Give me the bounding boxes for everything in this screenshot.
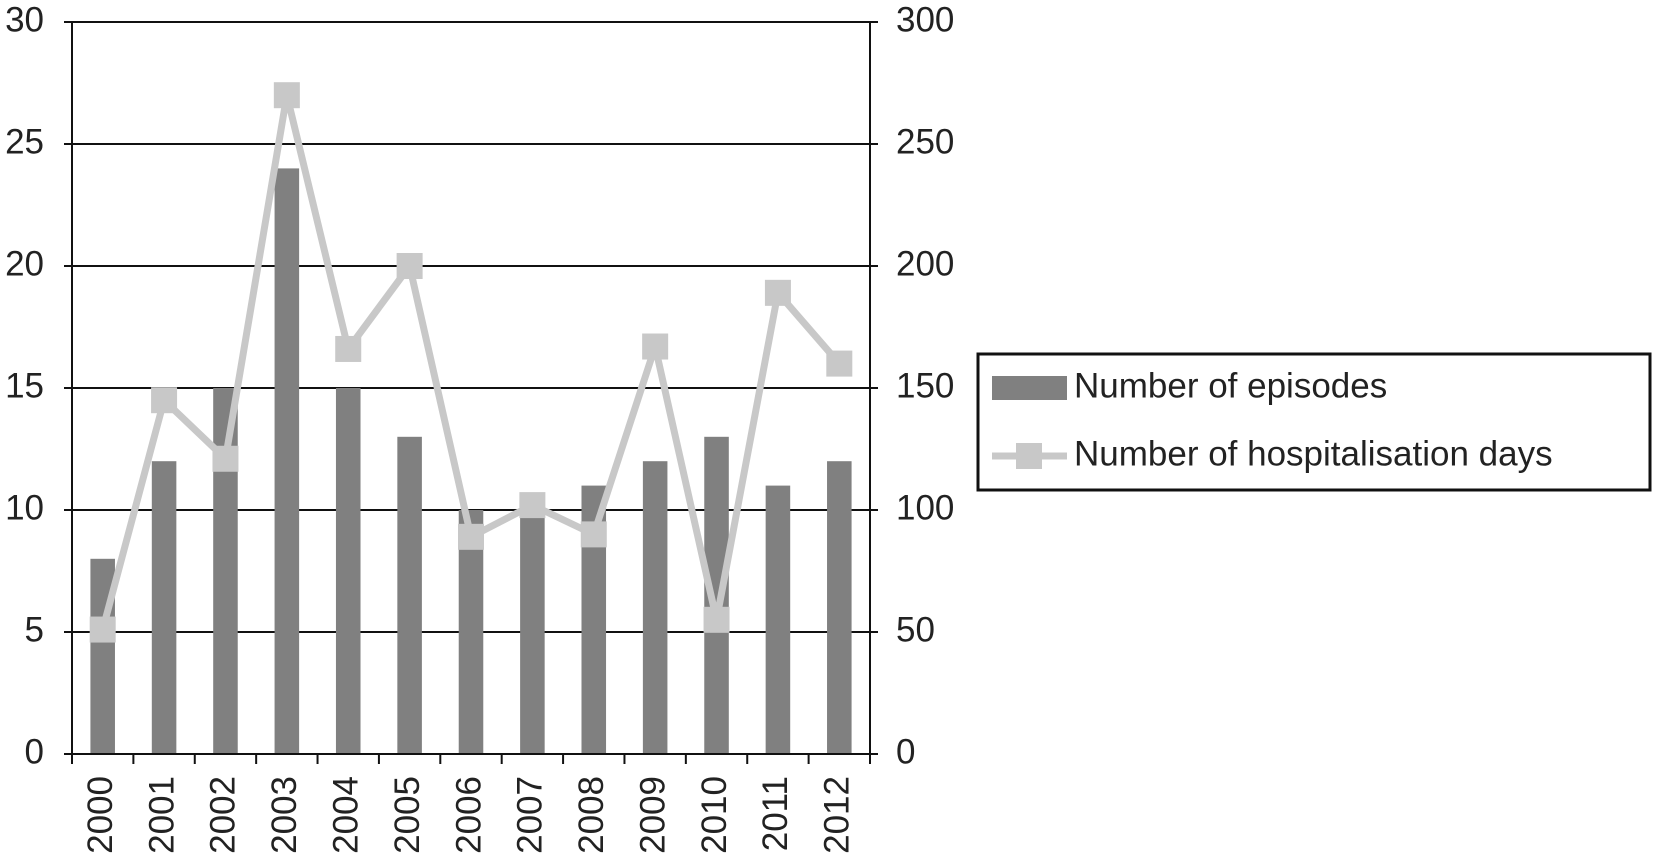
y-tick-label: 15 [5,366,44,405]
bar [458,510,484,754]
marker [212,445,239,472]
bar [642,461,668,754]
x-tick-label: 2005 [388,776,427,854]
bar [520,510,545,754]
y2-tick-label: 200 [896,244,954,283]
x-tick-label: 2010 [695,776,734,854]
marker [826,350,853,377]
marker [335,335,362,362]
y-tick-label: 25 [5,122,44,161]
marker [764,279,791,306]
x-tick-label: 2001 [142,776,181,854]
bar [397,436,422,754]
marker [273,82,300,109]
x-tick-label: 2004 [326,776,365,854]
x-tick-label: 2007 [511,776,550,854]
x-tick-label: 2011 [756,776,795,851]
bar [151,461,177,754]
legend: Number of episodes Number of hospitalisat… [976,352,1652,492]
y-tick-label: 20 [5,244,44,283]
marker [89,616,116,643]
y2-tick-label: 250 [896,122,954,161]
legend-box [976,352,1652,492]
y2-tick-label: 100 [896,488,954,527]
bar [765,485,791,754]
y-tick-label: 5 [25,610,44,649]
y2-tick-label: 300 [896,0,954,39]
y2-tick-label: 150 [896,366,954,405]
bar [827,461,852,754]
x-tick-label: 2009 [633,776,672,854]
y-tick-label: 10 [5,488,44,527]
legend-swatch [992,376,1067,400]
bar [335,388,361,754]
x-tick-label: 2003 [265,776,304,854]
x-tick-label: 2012 [818,776,857,854]
x-tick-label: 2002 [204,776,243,854]
x-tick-label: 2008 [572,776,611,854]
legend-label: Number of hospitalisation days [1074,434,1553,473]
marker [458,523,484,550]
bar [274,168,300,754]
y-tick-label: 30 [5,0,44,39]
x-tick-label: 2000 [81,776,120,854]
marker [151,387,178,414]
marker [580,521,607,548]
marker [396,253,423,279]
y-tick-label: 0 [25,732,44,771]
y2-tick-label: 0 [896,732,915,771]
x-tick-label: 2006 [449,776,488,854]
y2-tick-label: 50 [896,610,935,649]
marker [703,606,730,633]
marker [642,333,669,360]
marker [519,492,546,519]
legend-label: Number of episodes [1074,366,1387,405]
legend-marker [1016,443,1042,469]
